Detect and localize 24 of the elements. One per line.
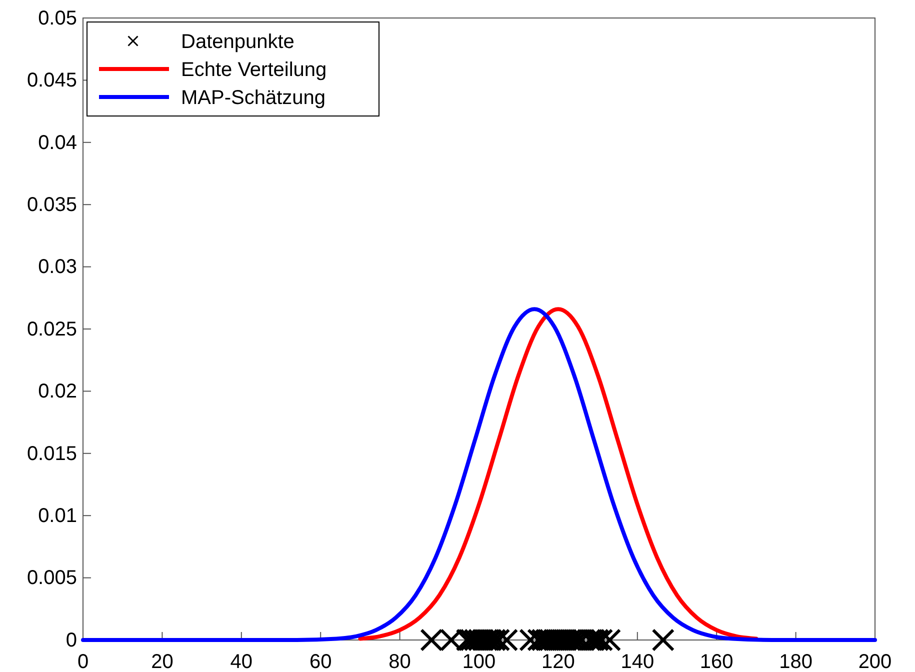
- y-tick-label: 0.045: [26, 70, 77, 92]
- y-tick-label: 0.02: [38, 380, 77, 403]
- x-tick-label: 160: [700, 651, 734, 672]
- y-tick-label: 0.015: [26, 442, 77, 465]
- x-tick-label: 140: [620, 651, 654, 672]
- x-tick-label: 20: [151, 651, 174, 672]
- y-tick-label: 0.05: [38, 7, 77, 30]
- legend-label: Echte Verteilung: [181, 59, 327, 81]
- y-tick-label: 0.035: [26, 194, 77, 216]
- x-tick-label: 120: [542, 651, 575, 672]
- y-tick-label: 0.025: [26, 318, 77, 340]
- x-tick-label: 80: [388, 651, 411, 672]
- x-tick-label: 60: [309, 651, 332, 672]
- y-tick-label: 0.01: [38, 505, 77, 527]
- y-tick-label: 0.04: [38, 132, 77, 154]
- x-tick-label: 100: [462, 651, 496, 672]
- x-tick-label: 40: [230, 651, 253, 672]
- legend-label: MAP-Schätzung: [181, 87, 326, 109]
- y-tick-label: 0.03: [38, 256, 77, 278]
- y-tick-label: 0: [66, 629, 77, 652]
- x-tick-label: 200: [858, 651, 892, 672]
- legend-label: Datenpunkte: [181, 31, 294, 53]
- x-tick-label: 180: [779, 651, 812, 672]
- y-tick-label: 0.005: [26, 567, 77, 590]
